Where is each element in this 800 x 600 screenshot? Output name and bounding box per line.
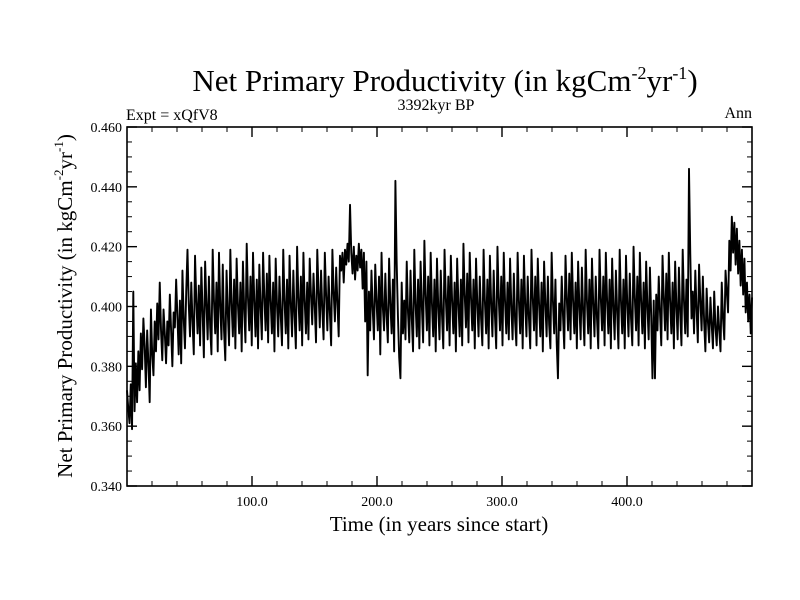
x-tick-label: 100.0 (236, 495, 268, 510)
x-axis-label: Time (in years since start) (330, 512, 549, 536)
x-axis-ticks: 100.0 200.0 300.0 400.0 (151, 127, 728, 510)
y-tick-label: 0.420 (91, 241, 123, 256)
x-tick-label: 200.0 (361, 495, 393, 510)
y-tick-label: 0.380 (91, 360, 123, 375)
experiment-label: Expt = xQfV8 (126, 107, 218, 124)
y-tick-label: 0.400 (91, 301, 123, 316)
chart-title: Net Primary Productivity (in kgCm-2yr-1) (192, 63, 697, 98)
x-tick-label: 400.0 (611, 495, 643, 510)
x-tick-label: 300.0 (486, 495, 518, 510)
y-tick-label: 0.440 (91, 181, 123, 196)
y-axis-label: Net Primary Productivity (in kgCm-2yr-1) (51, 134, 77, 478)
y-tick-label: 0.460 (91, 121, 123, 136)
plot-frame (126, 126, 753, 487)
y-tick-label: 0.360 (91, 420, 123, 435)
season-label: Ann (724, 105, 752, 122)
period-label: 3392kyr BP (398, 97, 475, 114)
y-axis-ticks: 0.340 0.360 0.380 0.400 0.420 0.440 0.460 (91, 121, 752, 495)
npp-series-line (126, 167, 753, 431)
y-tick-label: 0.340 (91, 480, 123, 495)
